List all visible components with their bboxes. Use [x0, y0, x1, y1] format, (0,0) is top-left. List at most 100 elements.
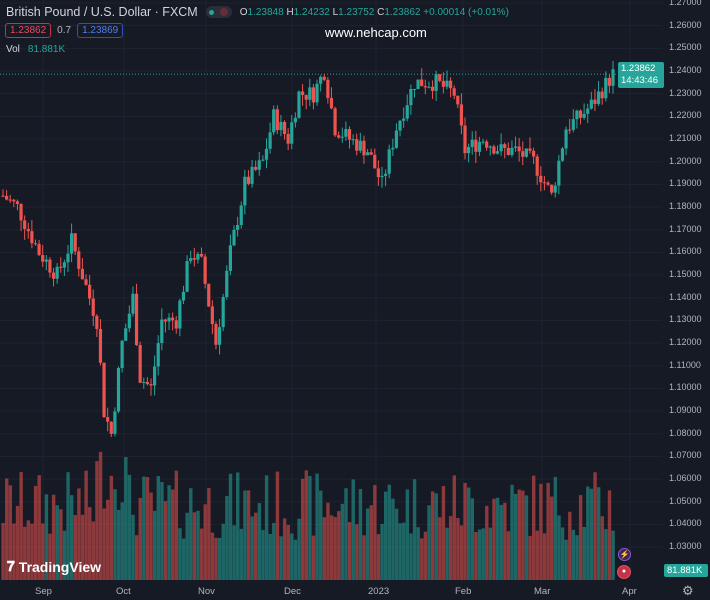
- candle-body: [402, 118, 406, 121]
- price-label: 1.22000: [669, 110, 702, 121]
- volume-bar: [333, 516, 337, 580]
- volume-bar: [513, 493, 518, 580]
- candle-body: [77, 251, 81, 269]
- candle-body: [257, 160, 261, 170]
- candle-body: [171, 317, 175, 321]
- volume-bar: [95, 461, 99, 580]
- volume-bar: [391, 498, 395, 580]
- volume-bar: [62, 530, 67, 580]
- market-status-icon[interactable]: [205, 6, 232, 18]
- volume-bar: [416, 527, 420, 580]
- symbol-title[interactable]: British Pound / U.S. Dollar · FXCM: [6, 5, 198, 19]
- candle-body: [528, 148, 532, 151]
- sell-button[interactable]: 1.23862: [5, 23, 52, 38]
- volume-bar: [452, 475, 456, 580]
- volume-bar: [387, 484, 392, 580]
- candle-body: [376, 168, 380, 178]
- candle-body: [557, 160, 561, 186]
- volume-bar: [232, 525, 236, 580]
- volume-bar: [517, 489, 521, 580]
- volume-bar: [192, 512, 197, 580]
- candle-body: [207, 283, 211, 307]
- volume-bar: [600, 516, 604, 580]
- candle-body: [62, 262, 66, 268]
- candle-body: [434, 74, 438, 91]
- volume-bar: [578, 495, 583, 580]
- volume-bar: [593, 472, 597, 580]
- candle-body: [19, 203, 23, 221]
- flash-icon[interactable]: ⚡: [618, 548, 631, 561]
- buy-button[interactable]: 1.23869: [77, 23, 124, 38]
- price-label: 1.19000: [669, 178, 702, 189]
- volume-bar: [528, 535, 532, 580]
- volume-bar: [5, 478, 9, 580]
- volume-bar: [214, 537, 218, 580]
- volume-bar: [448, 516, 453, 580]
- candle-body: [8, 199, 12, 201]
- price-label: 1.11000: [669, 359, 701, 370]
- candle-body: [384, 173, 388, 176]
- volume-tag: 81.881K: [664, 564, 708, 577]
- volume-bar: [441, 486, 446, 580]
- price-label: 1.08000: [669, 427, 702, 438]
- volume-bar: [185, 512, 189, 580]
- volume-bar: [23, 526, 27, 580]
- volume-bar: [33, 485, 38, 580]
- candle-body: [586, 108, 590, 114]
- candle-body: [106, 417, 110, 422]
- us-events-icon[interactable]: ●: [617, 565, 631, 579]
- price-label: 1.16000: [669, 246, 702, 257]
- candle-body: [333, 108, 337, 136]
- candle-body: [228, 245, 232, 271]
- volume-bar: [268, 533, 272, 580]
- candle-body: [351, 139, 355, 141]
- candle-body: [365, 152, 370, 156]
- volume-bar: [304, 470, 308, 580]
- volume-bar: [171, 489, 175, 580]
- candle-body: [149, 384, 153, 386]
- candle-body: [152, 366, 157, 386]
- candle-body: [98, 329, 103, 363]
- volume-bar: [145, 477, 150, 580]
- volume-bar: [37, 475, 41, 580]
- candle-body: [495, 151, 500, 154]
- candle-body: [127, 313, 131, 329]
- candle-body: [441, 80, 445, 87]
- volume-bar: [290, 533, 294, 580]
- candle-body: [261, 159, 265, 161]
- candle-body: [243, 176, 247, 206]
- volume-bar: [521, 490, 525, 580]
- volume-bar: [84, 470, 88, 580]
- candle-body: [477, 141, 482, 152]
- candle-body: [225, 270, 229, 298]
- candle-body: [589, 99, 593, 109]
- settings-gear-icon[interactable]: ⚙: [682, 583, 694, 598]
- volume-bar: [560, 527, 565, 580]
- volume-bar: [351, 479, 355, 580]
- volume-bar: [203, 504, 207, 580]
- volume-bar: [261, 530, 265, 580]
- candle-body: [467, 146, 471, 154]
- volume-bar: [575, 535, 579, 580]
- tradingview-logo[interactable]: 𝟕 TradingView: [7, 558, 102, 575]
- volume-bar: [163, 501, 168, 580]
- candle-body: [264, 148, 269, 160]
- price-label: 1.10000: [669, 382, 702, 393]
- volume-bar: [239, 528, 244, 580]
- candle-body: [452, 88, 456, 96]
- candle-body: [134, 293, 139, 346]
- volume-bar: [506, 531, 511, 580]
- volume-bar: [510, 484, 514, 580]
- candle-body: [560, 148, 565, 161]
- candle-body: [387, 149, 391, 174]
- candle-body: [438, 74, 442, 81]
- price-label: 1.04000: [669, 518, 702, 529]
- price-label: 1.27000: [669, 0, 702, 7]
- candle-body: [568, 129, 572, 131]
- volume-bar: [264, 475, 269, 580]
- volume-bar: [300, 478, 305, 580]
- volume-bar: [337, 511, 341, 580]
- candle-body: [531, 150, 536, 157]
- candle-body: [369, 152, 373, 155]
